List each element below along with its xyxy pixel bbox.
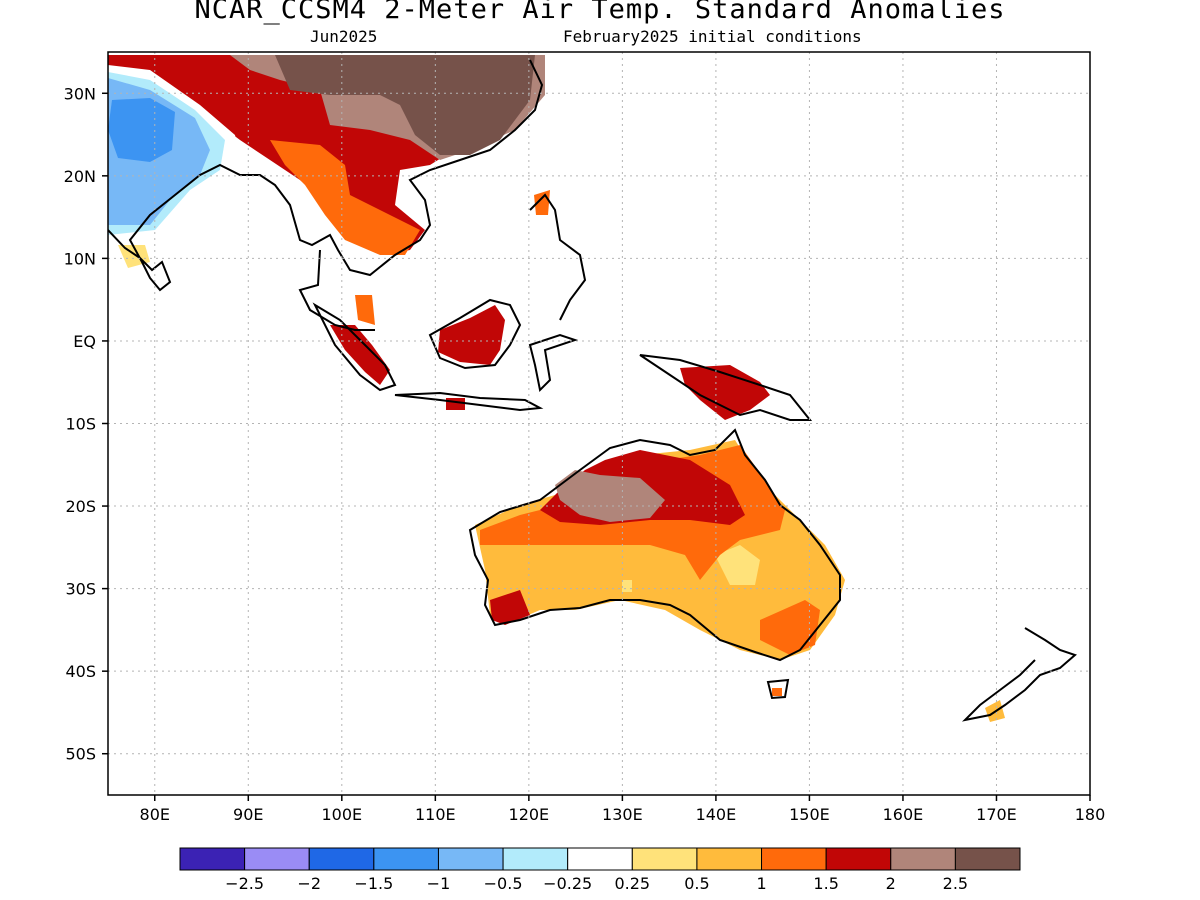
coastline-new-guinea	[639, 354, 813, 421]
colorbar-swatch	[631, 847, 698, 871]
colorbar-swatch	[373, 847, 439, 871]
lat-tick-label: EQ	[73, 332, 96, 351]
colorbar-swatch	[825, 847, 892, 871]
colorbar: −2.5 −2 −1.5 −1 −0.5 −0.25 0.25 0.5 1 1.5 2 2.5	[179, 847, 1021, 893]
lon-tick-label: 150E	[789, 805, 830, 824]
coastline-malaya	[298, 249, 375, 331]
colorbar-label: 2	[886, 874, 896, 893]
lon-tick-label: 180	[1075, 805, 1106, 824]
lat-tick-label: 10S	[65, 415, 96, 434]
anomaly-region-aus-southeast	[760, 600, 820, 655]
colorbar-swatch	[761, 847, 827, 871]
colorbar-label: 1	[756, 874, 766, 893]
anomaly-region-malaya	[355, 295, 375, 325]
colorbar-swatch	[890, 847, 956, 871]
anomaly-region-aus-rose	[555, 470, 665, 522]
coastline-asia	[108, 59, 544, 292]
lon-tick-label: 130E	[602, 805, 643, 824]
lon-tick-label: 100E	[321, 805, 362, 824]
anomaly-region-borneo	[438, 305, 505, 365]
colorbar-label: 0.5	[684, 874, 709, 893]
initial-conditions-label: February2025 initial conditions	[563, 27, 862, 46]
lon-tick-label: 120E	[509, 805, 550, 824]
lat-tick-label: 50S	[65, 745, 96, 764]
anomaly-region-india-blue	[108, 98, 175, 162]
anomaly-fill-layer	[108, 55, 1005, 722]
anomaly-region-java	[446, 398, 465, 410]
coastline-borneo	[428, 298, 522, 370]
map-title: NCAR_CCSM4 2-Meter Air Temp. Standard An…	[194, 0, 1006, 25]
colorbar-swatch	[954, 847, 1021, 871]
colorbar-label: −2	[297, 874, 321, 893]
coastline-sumatra	[312, 302, 397, 392]
forecast-month: Jun2025	[310, 27, 378, 46]
lat-tick-label: 20N	[64, 167, 96, 186]
colorbar-label: −2.5	[225, 874, 264, 893]
anomaly-region-aus-yellow-1	[715, 545, 760, 585]
lat-tick-label: 30N	[64, 84, 96, 103]
lon-tick-label: 170E	[976, 805, 1017, 824]
coastline-layer	[108, 59, 1077, 722]
anomaly-region-aus-southwest	[490, 590, 530, 625]
anomaly-region-asia-brown	[275, 55, 535, 155]
lat-tick-label: 30S	[65, 580, 96, 599]
coastline-sulawesi	[528, 333, 579, 393]
anomaly-region-aus-yellow-2	[622, 580, 632, 592]
anomaly-region-mainland-orange	[270, 140, 420, 255]
colorbar-label: 0.25	[614, 874, 650, 893]
colorbar-swatch	[179, 847, 246, 871]
latitude-axis: 30N 20N 10N EQ 10S 20S 30S 40S 50S	[64, 84, 108, 764]
lat-tick-label: 10N	[64, 249, 96, 268]
colorbar-swatch	[437, 847, 504, 871]
lon-tick-label: 90E	[233, 805, 263, 824]
coastline-tasmania	[766, 678, 790, 700]
lat-tick-label: 40S	[65, 662, 96, 681]
lon-tick-label: 160E	[883, 805, 924, 824]
anomaly-region-new-guinea	[680, 365, 770, 420]
colorbar-label: −1.5	[354, 874, 393, 893]
coastline-philippines	[529, 193, 587, 321]
anomaly-region-sumatra	[330, 325, 390, 385]
colorbar-swatch	[696, 847, 763, 871]
graticule-grid	[108, 52, 1090, 795]
colorbar-label: 2.5	[943, 874, 968, 893]
lat-tick-label: 20S	[65, 497, 96, 516]
colorbar-swatch	[308, 847, 375, 871]
longitude-axis: 80E 90E 100E 110E 120E 130E 140E 150E 160E 170E 18…	[140, 795, 1106, 824]
colorbar-swatch	[502, 847, 569, 871]
lon-tick-label: 110E	[415, 805, 456, 824]
colorbar-label: −0.5	[484, 874, 523, 893]
colorbar-label: −0.25	[543, 874, 592, 893]
anomaly-region-tasmania	[772, 688, 782, 696]
lon-tick-label: 80E	[140, 805, 170, 824]
coastline-java	[394, 391, 544, 412]
colorbar-label: 1.5	[813, 874, 838, 893]
colorbar-swatch	[244, 847, 310, 871]
colorbar-label: −1	[427, 874, 451, 893]
lon-tick-label: 140E	[696, 805, 737, 824]
coastline-new-zealand	[961, 627, 1077, 722]
coastline-australia	[468, 428, 841, 662]
colorbar-swatch	[567, 847, 633, 871]
